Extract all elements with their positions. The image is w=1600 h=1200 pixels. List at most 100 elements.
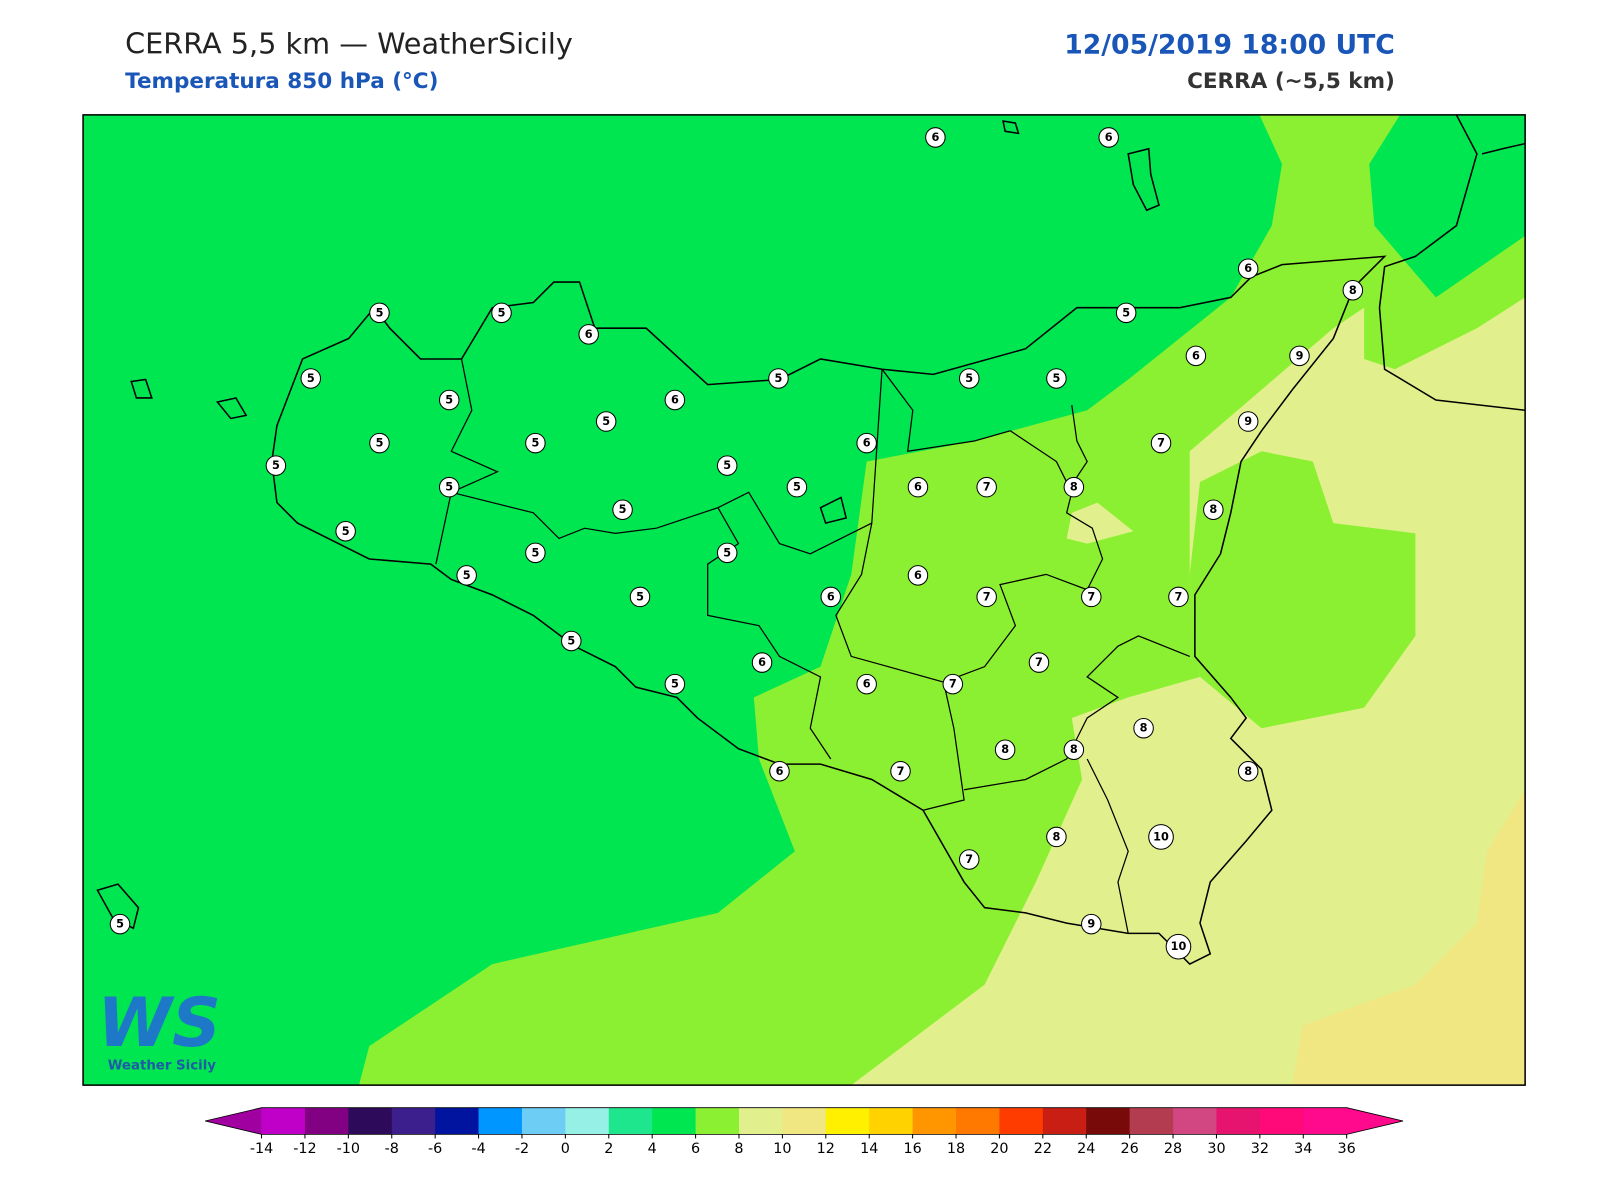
station-value: 6 xyxy=(914,569,922,582)
station-value: 6 xyxy=(1192,349,1200,362)
station-marker xyxy=(369,432,390,454)
station-value: 7 xyxy=(1157,437,1165,450)
station-value: 7 xyxy=(983,481,991,494)
station-marker xyxy=(769,761,790,782)
colorbar-swatch xyxy=(521,1107,566,1135)
station-marker xyxy=(1046,368,1067,389)
station-marker xyxy=(438,476,460,498)
colorbar-tick-label: 8 xyxy=(734,1141,743,1157)
station-value: 6 xyxy=(863,678,871,691)
colorbar-tick-label: 32 xyxy=(1251,1141,1269,1157)
station-marker xyxy=(438,389,460,411)
station-marker xyxy=(907,476,929,498)
station-marker xyxy=(994,739,1016,760)
colorbar-swatch xyxy=(912,1107,957,1135)
station-marker xyxy=(1203,499,1224,520)
station-marker xyxy=(612,499,633,520)
colorbar-tick-label: -4 xyxy=(471,1141,485,1157)
model-label: CERRA (~5,5 km) xyxy=(1187,69,1395,94)
station-marker xyxy=(786,476,808,498)
station-value: 8 xyxy=(1001,743,1009,756)
station-value: 5 xyxy=(498,306,506,319)
station-value: 5 xyxy=(619,503,627,516)
station-marker xyxy=(942,673,964,695)
colorbar-tick-label: 26 xyxy=(1121,1141,1139,1157)
colorbar-extension xyxy=(1346,1107,1404,1135)
station-marker xyxy=(856,432,877,454)
colorbar-swatch xyxy=(435,1107,480,1135)
station-marker xyxy=(768,368,789,389)
station-marker xyxy=(1342,279,1364,301)
station-value: 5 xyxy=(723,546,731,559)
station-value: 7 xyxy=(1035,656,1043,669)
station-value: 5 xyxy=(531,437,539,450)
station-value: 8 xyxy=(1070,743,1078,756)
station-value: 10 xyxy=(1153,830,1169,843)
station-value: 5 xyxy=(445,481,453,494)
datetime: 12/05/2019 18:00 UTC xyxy=(1064,29,1395,60)
colorbar-tick-label: -6 xyxy=(428,1141,442,1157)
station-value: 8 xyxy=(1140,722,1148,735)
colorbar-tick-label: 10 xyxy=(773,1141,791,1157)
field xyxy=(83,114,1526,1086)
station-value: 5 xyxy=(723,459,731,472)
colorbar-swatch xyxy=(348,1107,393,1135)
colorbar-tick-label: 18 xyxy=(947,1141,965,1157)
station-marker xyxy=(1237,411,1259,432)
colorbar-tick-label: -8 xyxy=(385,1141,399,1157)
colorbar-tick-label: 12 xyxy=(817,1141,835,1157)
station-marker xyxy=(1063,739,1085,760)
station-value: 7 xyxy=(1175,590,1183,603)
colorbar-tick-label: 34 xyxy=(1294,1141,1312,1157)
station-value: 7 xyxy=(897,765,905,778)
station-marker xyxy=(976,476,997,498)
field-band xyxy=(851,297,1526,1086)
station-marker xyxy=(890,761,911,782)
station-marker xyxy=(820,586,842,608)
station-layer: 6 6 6 8 5 5 6 5 6 9 5 5 5 5 5 6 5 9 5 5 6 7 5 5 5 5 6 7 8 5 8 5 5 5 5 6 5 6 7 7… xyxy=(109,127,1364,960)
station-value: 5 xyxy=(567,635,575,648)
station-marker xyxy=(1028,652,1050,673)
station-value: 6 xyxy=(914,481,922,494)
station-value: 5 xyxy=(775,372,783,385)
station-value: 5 xyxy=(793,481,801,494)
station-value: 5 xyxy=(531,546,539,559)
province-border xyxy=(435,358,1190,934)
colorbar-swatch xyxy=(304,1107,349,1135)
station-marker xyxy=(751,652,773,673)
station-value: 5 xyxy=(342,525,350,538)
station-value: 5 xyxy=(1122,306,1130,319)
station-value: 5 xyxy=(445,394,453,407)
station-marker xyxy=(1148,824,1174,850)
colorbar-swatch xyxy=(1303,1107,1348,1135)
station-marker xyxy=(1133,717,1154,739)
colorbar-swatch xyxy=(391,1107,436,1135)
title: CERRA 5,5 km — WeatherSicily xyxy=(125,26,573,60)
logo: WS Weather Sicily xyxy=(97,983,220,1074)
station-value: 7 xyxy=(949,678,957,691)
colorbar-tick-label: 28 xyxy=(1164,1141,1182,1157)
colorbar-swatch xyxy=(738,1107,783,1135)
colorbar-tick-label: 30 xyxy=(1207,1141,1225,1157)
field-band xyxy=(1189,451,1416,729)
colorbar-swatch xyxy=(565,1107,610,1135)
colorbar: -14 -12 -10 -8 -6 -4 -2 0 2 4 6 8 10 12 14 16 18 20 22 24 26… xyxy=(205,1107,1404,1157)
logo-text: Weather Sicily xyxy=(108,1059,217,1074)
station-value: 6 xyxy=(776,765,784,778)
station-value: 5 xyxy=(671,678,679,691)
station-value: 5 xyxy=(116,918,124,931)
station-marker xyxy=(976,586,997,608)
station-marker xyxy=(716,542,738,564)
colorbar-tick-label: -12 xyxy=(293,1141,316,1157)
station-marker xyxy=(856,673,877,695)
station-value: 6 xyxy=(671,394,679,407)
station-marker xyxy=(664,673,686,695)
station-value: 6 xyxy=(1244,262,1252,275)
colorbar-tick-label: -10 xyxy=(337,1141,360,1157)
colorbar-tick-label: 24 xyxy=(1077,1141,1095,1157)
station-marker xyxy=(265,455,287,476)
colorbar-swatch xyxy=(608,1107,653,1135)
station-marker xyxy=(491,302,512,324)
